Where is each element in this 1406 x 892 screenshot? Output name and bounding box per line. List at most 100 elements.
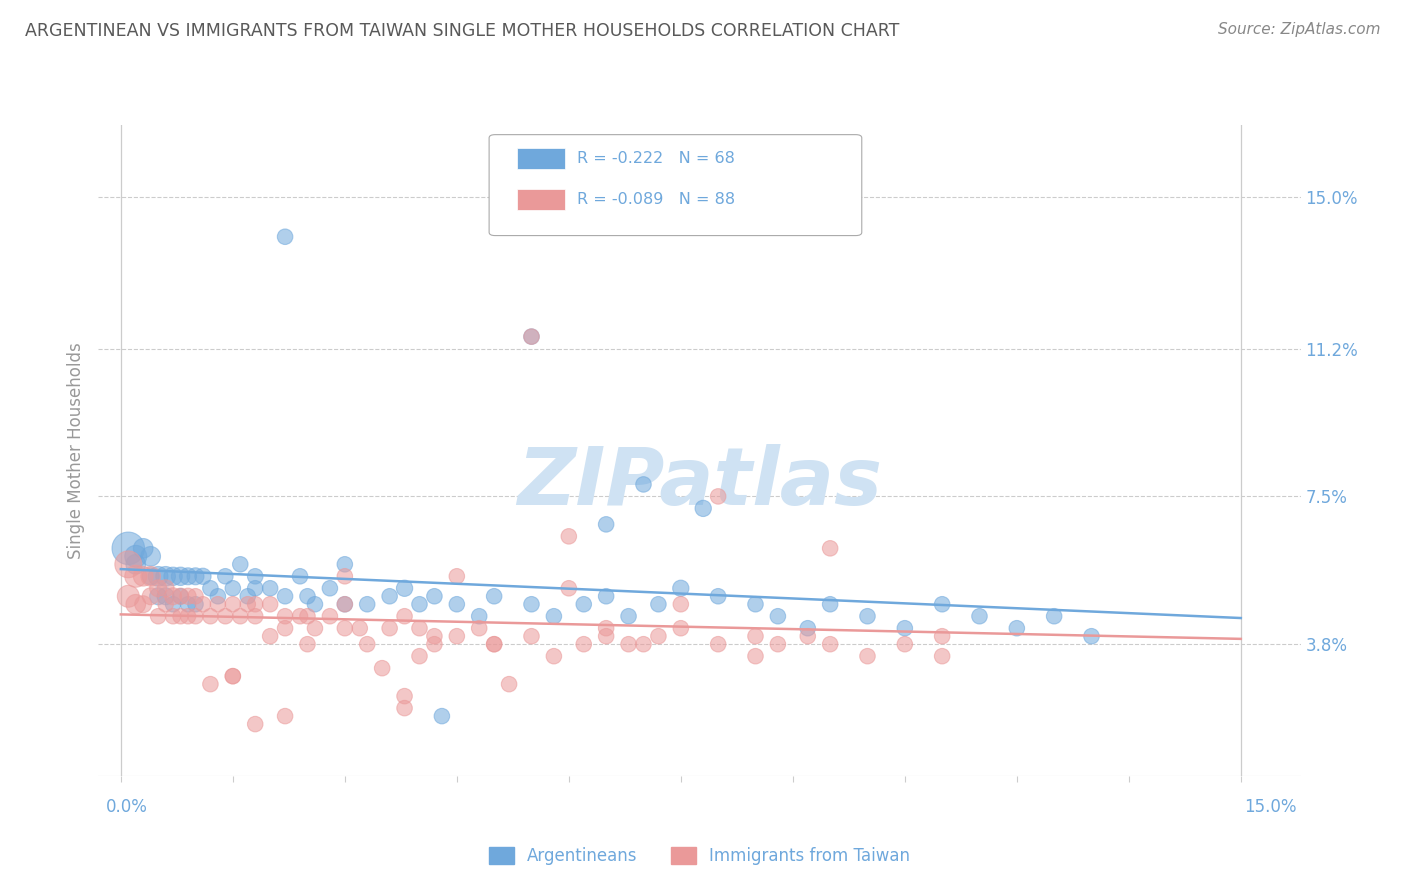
Point <box>319 609 342 624</box>
Point <box>274 609 297 624</box>
Point <box>155 582 177 596</box>
Point <box>797 621 820 635</box>
Text: Source: ZipAtlas.com: Source: ZipAtlas.com <box>1218 22 1381 37</box>
Point <box>200 677 222 691</box>
Point <box>707 490 730 504</box>
Point <box>423 637 446 651</box>
Point <box>236 589 259 603</box>
Point <box>245 609 267 624</box>
Point <box>214 569 236 583</box>
Point <box>245 717 267 731</box>
Point <box>236 597 259 611</box>
Point <box>229 558 252 572</box>
Point <box>520 329 543 343</box>
Point <box>572 637 595 651</box>
Point <box>692 501 714 516</box>
Point <box>647 597 669 611</box>
Point <box>139 549 162 564</box>
Point <box>633 637 655 651</box>
Point <box>394 701 416 715</box>
Point <box>356 637 378 651</box>
Point <box>378 621 401 635</box>
Point <box>408 597 430 611</box>
Point <box>931 629 953 643</box>
Y-axis label: Single Mother Households: Single Mother Households <box>66 343 84 558</box>
Point <box>139 569 162 583</box>
Point <box>894 621 917 635</box>
Point <box>969 609 991 624</box>
Point <box>423 629 446 643</box>
Point <box>482 589 505 603</box>
Legend: Argentineans, Immigrants from Taiwan: Argentineans, Immigrants from Taiwan <box>482 840 917 871</box>
Point <box>245 569 267 583</box>
Point <box>520 629 543 643</box>
Point <box>333 558 356 572</box>
Point <box>288 609 311 624</box>
Point <box>408 621 430 635</box>
Point <box>707 589 730 603</box>
Point <box>177 569 200 583</box>
Text: ZIPatlas: ZIPatlas <box>517 444 882 522</box>
Point <box>184 609 207 624</box>
Bar <box>517 189 565 210</box>
Point <box>146 589 169 603</box>
Point <box>297 609 319 624</box>
Point <box>446 597 468 611</box>
Point <box>595 621 617 635</box>
Point <box>125 549 148 564</box>
Point <box>543 649 565 664</box>
Point <box>617 609 640 624</box>
Point <box>543 609 565 624</box>
Point <box>222 669 245 683</box>
Point <box>200 582 222 596</box>
Text: R = -0.089   N = 88: R = -0.089 N = 88 <box>576 192 735 207</box>
Point <box>856 609 879 624</box>
Point <box>349 621 371 635</box>
Point <box>558 582 581 596</box>
Point <box>245 582 267 596</box>
Point <box>259 629 281 643</box>
Point <box>394 582 416 596</box>
Bar <box>517 148 565 169</box>
Point <box>647 629 669 643</box>
Point <box>304 621 326 635</box>
Point <box>818 597 841 611</box>
Point <box>155 597 177 611</box>
Point <box>744 649 766 664</box>
Point <box>520 597 543 611</box>
Point <box>482 637 505 651</box>
Point <box>894 637 917 651</box>
Point <box>169 569 191 583</box>
Point <box>162 569 184 583</box>
Point <box>184 569 207 583</box>
Point <box>744 629 766 643</box>
Point <box>333 569 356 583</box>
Point <box>520 329 543 343</box>
Point <box>274 709 297 723</box>
Point <box>319 582 342 596</box>
Point <box>333 597 356 611</box>
Point <box>669 621 692 635</box>
Point <box>818 637 841 651</box>
Point <box>259 597 281 611</box>
Point <box>744 597 766 611</box>
Point <box>146 569 169 583</box>
Text: ARGENTINEAN VS IMMIGRANTS FROM TAIWAN SINGLE MOTHER HOUSEHOLDS CORRELATION CHART: ARGENTINEAN VS IMMIGRANTS FROM TAIWAN SI… <box>25 22 900 40</box>
Point <box>177 597 200 611</box>
Point <box>931 649 953 664</box>
Point <box>117 558 139 572</box>
Text: 0.0%: 0.0% <box>105 798 148 816</box>
Point <box>146 582 169 596</box>
Point <box>125 597 148 611</box>
Point <box>139 589 162 603</box>
Point <box>297 589 319 603</box>
Point <box>498 677 520 691</box>
Point <box>558 529 581 543</box>
Point <box>117 589 139 603</box>
Point <box>572 597 595 611</box>
Point <box>169 589 191 603</box>
Point <box>274 589 297 603</box>
Point <box>356 597 378 611</box>
Point <box>222 597 245 611</box>
Point <box>222 582 245 596</box>
